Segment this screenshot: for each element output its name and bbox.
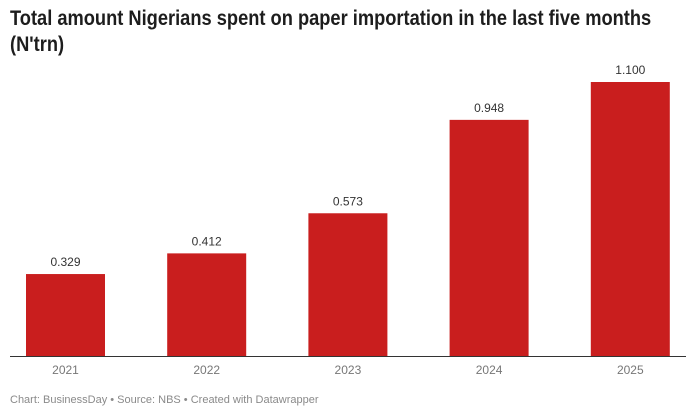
bar-2022: [167, 253, 247, 356]
value-label: 1.100: [615, 63, 645, 77]
chart-title: Total amount Nigerians spent on paper im…: [10, 7, 652, 56]
x-tick-label: 2025: [617, 363, 644, 377]
value-label: 0.573: [333, 194, 363, 208]
bar-2024: [449, 119, 529, 356]
x-tick-label: 2024: [476, 363, 503, 377]
bar-2025: [590, 82, 670, 356]
bar-2021: [26, 274, 105, 356]
bar-2023: [308, 213, 388, 356]
x-tick-label: 2023: [335, 363, 362, 377]
x-tick-label: 2022: [193, 363, 220, 377]
value-label: 0.412: [192, 234, 222, 248]
value-label: 0.948: [474, 101, 504, 115]
value-label: 0.329: [50, 255, 80, 269]
chart-footer: Chart: BusinessDay • Source: NBS • Creat…: [10, 394, 319, 406]
x-tick-label: 2021: [52, 363, 79, 377]
